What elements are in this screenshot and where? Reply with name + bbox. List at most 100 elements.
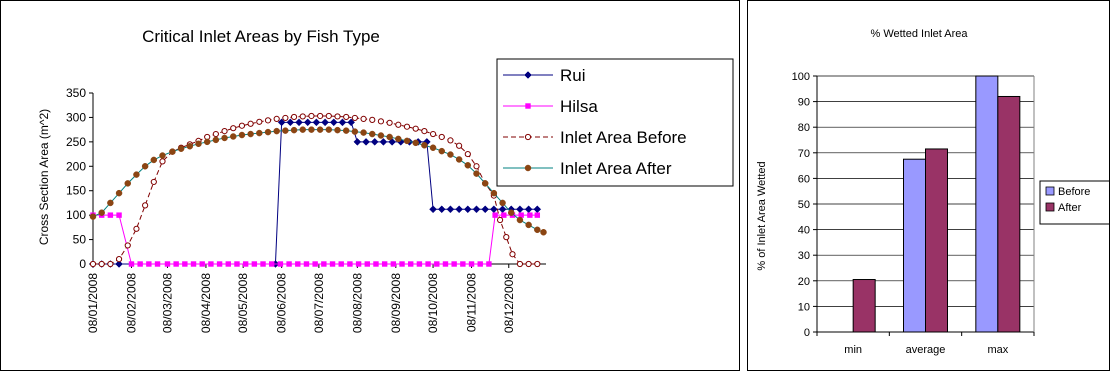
legend-label: Inlet Area After <box>560 159 672 178</box>
series-point-inlet-area-before <box>212 130 219 138</box>
line-x-tick-label: 08/12/2008 <box>502 273 516 333</box>
series-point-rui <box>463 205 472 214</box>
series-point-inlet-area-after <box>438 147 445 155</box>
series-point-rui <box>498 205 507 214</box>
series-point-inlet-area-after <box>525 221 532 229</box>
series-point-inlet-area-before <box>325 112 332 120</box>
series-point-inlet-area-after <box>316 126 324 133</box>
bar-legend-swatch <box>1045 186 1055 196</box>
series-point-hilsa <box>199 261 205 267</box>
bar-chart: % Wetted Inlet Area % of Inlet Area Wett… <box>756 28 1110 356</box>
bar-y-tick-label: 50 <box>798 199 810 211</box>
bar-y-tick-label: 30 <box>798 250 810 262</box>
legend-marker <box>524 71 532 79</box>
series-point-hilsa <box>137 261 143 267</box>
series-point-hilsa <box>164 261 171 267</box>
series-point-rui <box>303 118 312 127</box>
series-point-inlet-area-after <box>159 152 166 159</box>
series-point-inlet-area-before <box>496 216 504 224</box>
series-point-hilsa <box>347 261 353 267</box>
series-line-hilsa <box>93 214 538 265</box>
series-point-hilsa <box>321 261 327 267</box>
series-point-rui <box>338 118 347 127</box>
series-point-inlet-area-after <box>516 216 524 224</box>
series-point-inlet-area-before <box>230 125 237 132</box>
line-x-tick-label: 08/06/2008 <box>275 273 289 333</box>
series-point-hilsa <box>234 261 240 267</box>
series-point-hilsa <box>416 261 423 267</box>
bar-before-max <box>975 75 999 333</box>
series-point-inlet-area-before <box>464 150 471 158</box>
line-y-tick-label: 100 <box>66 208 86 222</box>
bar-after-average <box>925 148 948 333</box>
series-point-rui <box>277 118 286 127</box>
series-point-rui <box>481 205 490 214</box>
series-point-inlet-area-after <box>351 128 359 135</box>
series-point-inlet-area-after <box>386 133 393 141</box>
series-point-hilsa <box>260 261 266 267</box>
series-point-inlet-area-after <box>203 138 211 146</box>
line-chart: Critical Inlet Areas by Fish Type Cross … <box>37 27 734 333</box>
line-x-tick-label: 08/02/2008 <box>124 273 138 333</box>
series-point-inlet-area-before <box>247 120 254 127</box>
series-point-rui <box>362 138 370 146</box>
series-point-hilsa <box>216 261 223 267</box>
series-point-inlet-area-after <box>229 133 237 140</box>
series-point-inlet-area-before <box>89 260 97 268</box>
series-point-inlet-area-before <box>503 234 510 241</box>
series-point-inlet-area-after <box>507 209 515 216</box>
series-point-inlet-area-after <box>169 148 176 155</box>
series-point-hilsa <box>146 261 152 267</box>
series-point-inlet-area-before <box>107 260 114 268</box>
series-point-inlet-area-after <box>247 130 254 138</box>
series-point-inlet-area-after <box>308 126 315 133</box>
series-point-rui <box>437 205 446 214</box>
line-y-tick-label: 50 <box>73 233 87 247</box>
series-point-inlet-area-after <box>107 199 114 207</box>
series-point-hilsa <box>425 261 431 267</box>
line-x-tick-label: 08/01/2008 <box>86 273 100 333</box>
bar-y-tick-label: 0 <box>804 327 810 339</box>
series-point-inlet-area-after <box>395 135 402 143</box>
bar-y-tick-label: 70 <box>798 148 810 160</box>
series-point-hilsa <box>277 261 284 267</box>
series-point-inlet-area-after <box>360 129 367 136</box>
series-point-inlet-area-after <box>238 131 246 139</box>
series-point-hilsa <box>251 261 258 267</box>
series-point-inlet-area-before <box>115 256 123 263</box>
series-point-inlet-area-before <box>308 112 315 120</box>
series-point-inlet-area-after <box>221 134 228 142</box>
series-point-hilsa <box>173 261 179 267</box>
series-point-inlet-area-before <box>150 178 157 186</box>
series-point-inlet-area-after <box>89 213 97 220</box>
series-point-inlet-area-after <box>534 226 541 234</box>
bar-legend-label: Before <box>1058 186 1090 198</box>
series-point-inlet-area-before <box>334 113 341 120</box>
series-point-hilsa <box>534 212 541 218</box>
series-point-inlet-area-after <box>447 151 454 158</box>
line-y-tick-label: 350 <box>66 86 86 100</box>
line-x-tick-label: 08/09/2008 <box>389 273 403 333</box>
series-point-inlet-area-before <box>124 242 131 249</box>
series-point-inlet-area-before <box>221 128 228 135</box>
series-point-rui <box>490 205 498 214</box>
bar-after-max <box>997 95 1021 333</box>
line-y-tick-label: 0 <box>79 257 86 271</box>
series-point-hilsa <box>442 261 449 267</box>
series-point-inlet-area-before <box>534 260 541 268</box>
series-point-inlet-area-before <box>142 202 149 209</box>
series-point-rui <box>370 138 379 146</box>
series-point-hilsa <box>208 261 214 267</box>
series-point-hilsa <box>501 212 507 218</box>
series-point-hilsa <box>527 212 533 218</box>
series-point-hilsa <box>329 261 336 267</box>
bar-after-min <box>852 279 876 333</box>
series-point-inlet-area-before <box>351 114 358 122</box>
series-point-hilsa <box>116 212 122 218</box>
series-point-inlet-area-before <box>133 225 140 232</box>
line-x-tick-label: 08/11/2008 <box>465 273 479 332</box>
bar-x-tick-label: min <box>844 344 862 356</box>
series-point-hilsa <box>460 261 466 267</box>
series-point-inlet-area-before <box>403 123 411 130</box>
series-point-rui <box>429 205 437 214</box>
